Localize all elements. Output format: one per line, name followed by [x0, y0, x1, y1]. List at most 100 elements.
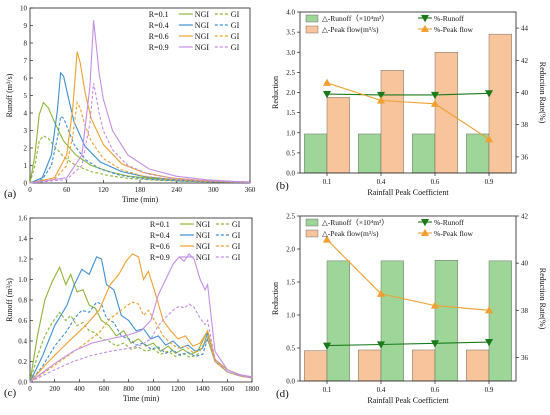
- legend-label: R=0.4: [150, 231, 170, 240]
- y-axis-label: Reduction: [271, 282, 280, 315]
- panel-label: (a): [4, 188, 17, 200]
- x-tick-label: 240: [171, 186, 182, 194]
- bar: [326, 260, 350, 382]
- y-tick-label: 1.0: [18, 276, 27, 284]
- x-tick-label: 180: [135, 186, 146, 194]
- y-tick-label: 0.6: [18, 317, 27, 325]
- x-tick-label: 1800: [245, 385, 260, 393]
- y2-axis-label: Reduction Rate(%): [538, 62, 547, 124]
- y2-axis-label: Reduction Rate(%): [538, 268, 547, 330]
- x-tick-label: 1600: [220, 385, 235, 393]
- x-tick-label: 400: [74, 385, 85, 393]
- legend-swatch: [305, 14, 319, 23]
- bar: [466, 133, 490, 174]
- y-tick-label: 7: [24, 57, 28, 65]
- y-tick-label: 4: [24, 110, 28, 118]
- y2-tick-label: 38: [521, 307, 529, 315]
- y-tick-label: 0.0: [286, 170, 295, 178]
- y-tick-label: 1.5: [286, 109, 295, 117]
- y-tick-label: 3.0: [286, 49, 295, 57]
- line-marker: [322, 342, 332, 350]
- y-tick-label: 2.5: [286, 69, 295, 77]
- line-marker: [420, 14, 430, 23]
- series-line: [29, 115, 251, 184]
- y-tick-label: 3: [24, 127, 28, 135]
- y2-tick-label: 36: [521, 153, 529, 161]
- series-line: [326, 341, 490, 347]
- bar: [358, 133, 382, 174]
- y-tick-label: 0.5: [286, 345, 295, 353]
- x-tick-label: 0.6: [431, 178, 440, 186]
- series-line: [29, 301, 253, 383]
- x-tick-label: 0.9: [485, 178, 494, 186]
- legend-swatch: [305, 25, 319, 34]
- panel-b: 0.1 0.4 0.6 0.9 0.0 0.5 1.0 1.5 2.0 2.5 3.0 3.5 4.0 3…: [271, 9, 547, 198]
- panel-label: (c): [4, 387, 17, 399]
- x-axis-label: Time (min): [123, 394, 160, 403]
- legend-label: △-Peak flow(m³/s): [322, 25, 379, 34]
- line-marker: [430, 301, 440, 309]
- x-tick-label: 200: [49, 385, 60, 393]
- x-tick-label: 360: [245, 186, 256, 194]
- y-tick-label: 2: [24, 145, 28, 153]
- x-axis-label: Rainfall Peak Coefficient: [367, 188, 449, 197]
- legend-label: GI: [231, 43, 240, 52]
- y2-tick-label: 36: [521, 354, 529, 362]
- x-tick-label: 0: [28, 385, 32, 393]
- series-line: [29, 311, 253, 383]
- y-tick-label: 0: [24, 180, 28, 188]
- bar: [380, 260, 404, 382]
- y-tick-label: 8: [24, 40, 28, 48]
- y-tick-label: 0.4: [18, 338, 27, 346]
- y-tick-label: 1.6: [18, 215, 27, 223]
- series-line: [326, 92, 490, 96]
- x-tick-label: 0.9: [485, 386, 494, 394]
- y-axis-label: Runoff (m³/s): [5, 73, 14, 117]
- bar: [488, 260, 512, 382]
- line-marker: [484, 306, 494, 314]
- y2-tick-label: 42: [521, 57, 529, 65]
- y2-tick-label: 42: [521, 213, 529, 221]
- y-tick-label: 9: [24, 22, 28, 30]
- panel-c: 0 200 400 600 800 1000 1200 1400 1600 1800 0.0 0.2 0…: [4, 215, 260, 404]
- legend-label: R=0.9: [150, 253, 170, 262]
- y-tick-label: 0.5: [286, 149, 295, 157]
- x-tick-label: 300: [208, 186, 219, 194]
- bar: [434, 52, 458, 174]
- y-tick-label: 6: [24, 75, 28, 83]
- line-marker: [376, 91, 386, 100]
- line-marker: [430, 91, 440, 100]
- panel-a: 0 60 120 180 240 300 360 0 1 2 3 4 5 6 7 8 9 10 Time (min)…: [4, 5, 256, 205]
- legend-label: NGI: [195, 43, 210, 52]
- line-marker: [430, 99, 440, 107]
- bar: [466, 349, 490, 382]
- panel-label: (d): [276, 388, 289, 400]
- legend-label: R=0.9: [149, 43, 169, 52]
- y-tick-label: 1: [24, 162, 28, 170]
- x-tick-label: 0.4: [377, 178, 386, 186]
- legend-swatch: [305, 218, 319, 227]
- line-marker: [430, 340, 440, 348]
- legend-label: NGI: [195, 10, 210, 19]
- x-tick-label: 0.1: [323, 178, 332, 186]
- legend-label: %-Runoff: [434, 218, 464, 227]
- y2-tick-label: 38: [521, 121, 529, 129]
- y-tick-label: 1.0: [286, 312, 295, 320]
- legend-label: GI: [232, 242, 241, 251]
- x-tick-label: 120: [98, 186, 109, 194]
- legend-label: △-Peak flow(m³/s): [322, 229, 379, 238]
- bar: [380, 70, 404, 174]
- y-tick-label: 2.5: [286, 213, 295, 221]
- line-marker: [322, 91, 332, 99]
- legend-label: △-Runoff（×10⁴m³）: [322, 218, 389, 227]
- line-marker: [484, 134, 494, 143]
- legend-label: R=0.1: [149, 10, 169, 19]
- y-tick-label: 0.8: [18, 297, 27, 305]
- series-line: [29, 100, 251, 184]
- y-tick-label: 1.5: [286, 279, 295, 287]
- legend-label: GI: [231, 10, 240, 19]
- legend-label: GI: [231, 32, 240, 41]
- legend-label: R=0.6: [149, 32, 169, 41]
- bar: [412, 133, 436, 174]
- y-tick-label: 4.0: [286, 9, 295, 17]
